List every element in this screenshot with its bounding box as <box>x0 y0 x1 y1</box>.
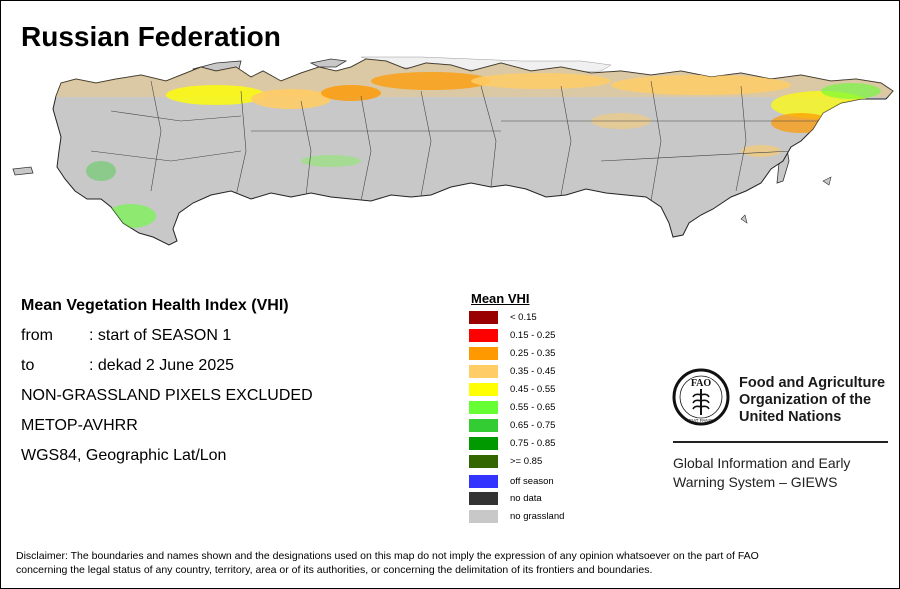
disclaimer: Disclaimer: The boundaries and names sho… <box>16 549 886 577</box>
period-to: to : dekad 2 June 2025 <box>21 357 234 375</box>
fao-name-line: United Nations <box>739 409 842 425</box>
disclaimer-line: Disclaimer: The boundaries and names sho… <box>16 550 759 562</box>
projection-note: WGS84, Geographic Lat/Lon <box>21 447 227 464</box>
legend-label: 0.75 - 0.85 <box>510 438 556 449</box>
legend-label: 0.25 - 0.35 <box>510 348 556 359</box>
divider <box>673 441 888 443</box>
disclaimer-line: concerning the legal status of any count… <box>16 564 653 576</box>
legend-label: 0.45 - 0.55 <box>510 384 556 395</box>
fao-logo-letters: FAO <box>691 378 712 389</box>
to-value: : dekad 2 June 2025 <box>89 357 235 374</box>
legend-swatch <box>469 311 498 324</box>
fao-name-line: Food and Agriculture <box>739 375 886 391</box>
legend-label: no data <box>510 493 542 504</box>
sensor-note: METOP-AVHRR <box>21 417 138 434</box>
legend-title: Mean VHI <box>471 291 530 306</box>
legend-swatch <box>469 492 498 505</box>
giews-name: Global Information and Early Warning Sys… <box>673 454 850 492</box>
non-grassland-note: NON-GRASSLAND PIXELS EXCLUDED <box>21 387 313 404</box>
legend-swatch <box>469 401 498 414</box>
fao-logo-motto: FIAT PANIS <box>689 418 713 423</box>
index-heading: Mean Vegetation Health Index (VHI) <box>21 297 289 314</box>
legend-swatch <box>469 365 498 378</box>
legend-swatch <box>469 455 498 468</box>
legend-label: no grassland <box>510 511 565 522</box>
legend-swatch <box>469 510 498 523</box>
legend-swatch <box>469 475 498 488</box>
legend-swatch <box>469 329 498 342</box>
legend-label: 0.15 - 0.25 <box>510 330 556 341</box>
fao-emblem-icon: FAO FIAT PANIS <box>672 368 730 426</box>
legend-swatch <box>469 347 498 360</box>
legend-label: off season <box>510 476 554 487</box>
legend-label: 0.55 - 0.65 <box>510 402 556 413</box>
vhi-map <box>1 51 899 261</box>
legend-label: 0.35 - 0.45 <box>510 366 556 377</box>
from-value: : start of SEASON 1 <box>89 327 232 344</box>
period-from: from : start of SEASON 1 <box>21 327 231 345</box>
giews-line: Global Information and Early <box>673 455 851 471</box>
fao-logo: FAO FIAT PANIS <box>671 367 731 427</box>
legend-swatch <box>469 437 498 450</box>
giews-line: Warning System – GIEWS <box>673 474 838 490</box>
fao-name-line: Organization of the <box>739 392 872 408</box>
from-label: from <box>21 327 53 344</box>
legend-label: >= 0.85 <box>510 456 543 467</box>
russia-map-svg <box>12 56 894 246</box>
fao-name: Food and Agriculture Organization of the… <box>739 375 885 426</box>
legend-swatch <box>469 383 498 396</box>
page-title: Russian Federation <box>21 21 281 52</box>
legend-label: 0.65 - 0.75 <box>510 420 556 431</box>
legend-label: < 0.15 <box>510 312 537 323</box>
legend-swatch <box>469 419 498 432</box>
to-label: to <box>21 357 35 374</box>
